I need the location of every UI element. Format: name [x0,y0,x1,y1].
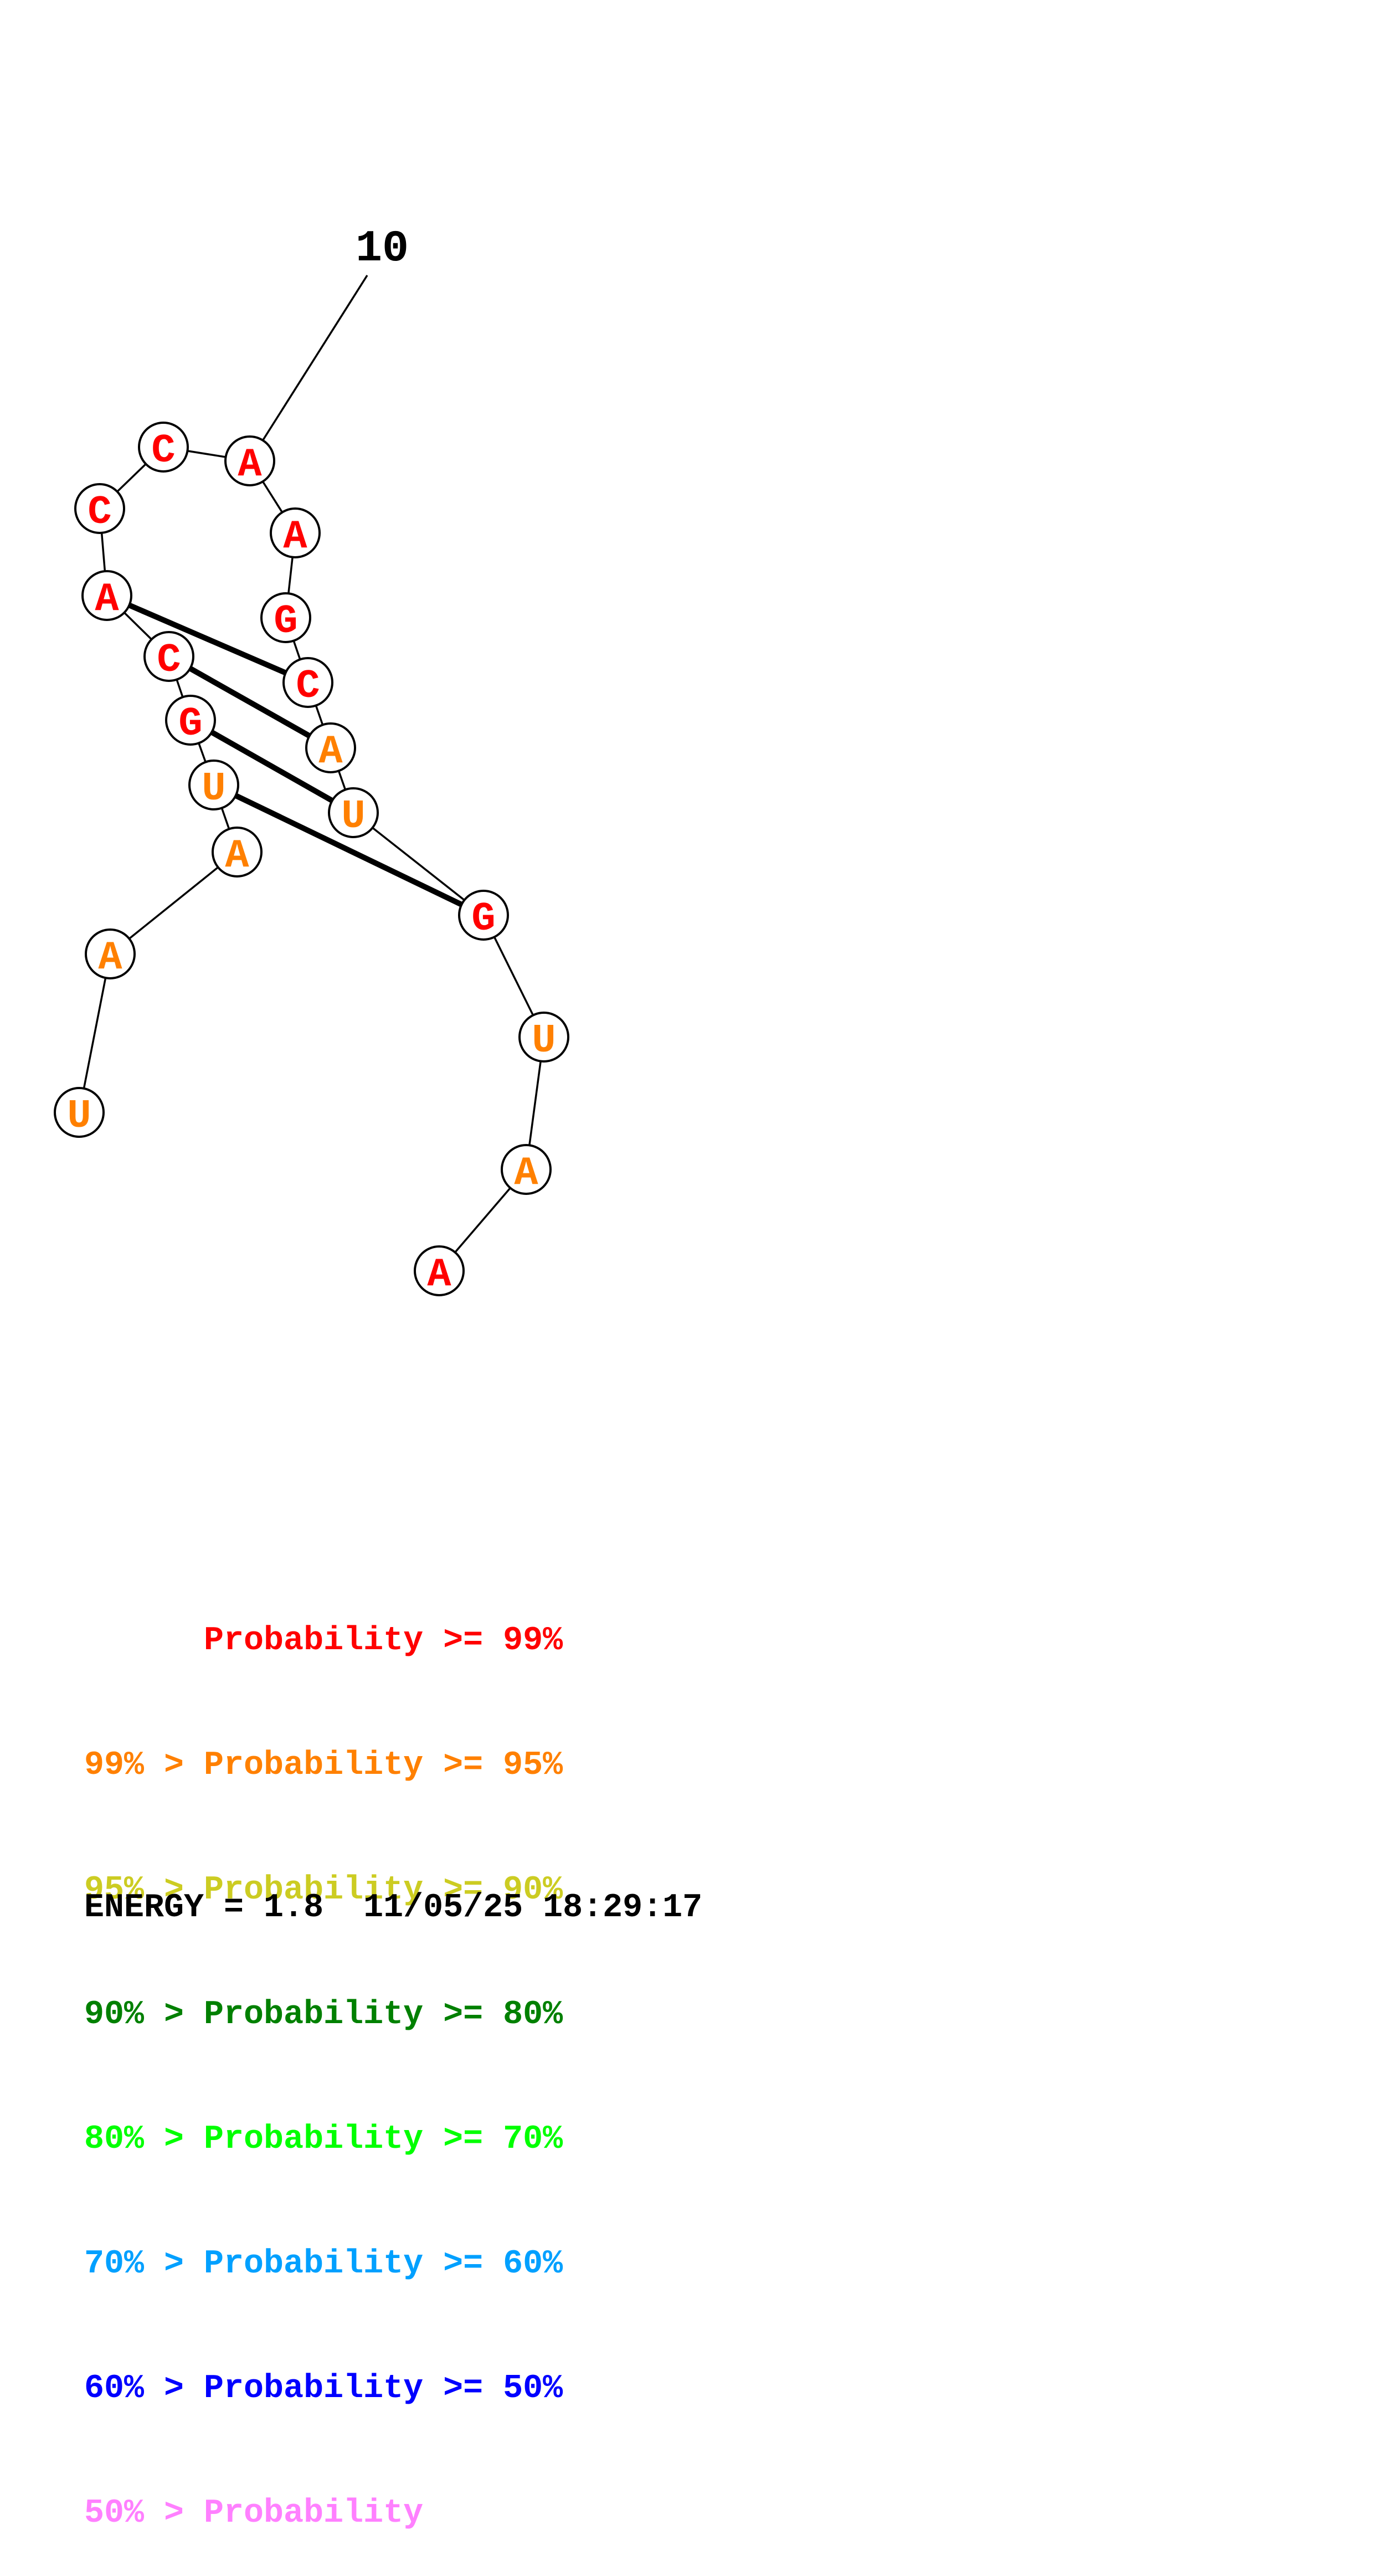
nucleotide-circle [165,695,216,746]
nucleotide-letter: A [98,935,122,981]
nucleotide-19: A [414,1245,465,1297]
nucleotide-2: A [85,928,136,981]
nucleotide-letter: G [178,701,202,747]
legend-line-p50: 60% > Probability >= 50% [84,2370,563,2408]
backbone-link [352,812,485,916]
nucleotide-circle [328,787,379,838]
nucleotide-circle [414,1245,465,1296]
nucleotide-letter: U [532,1018,556,1064]
legend-line-below50: 50% > Probability [84,2495,424,2532]
nucleotide-12: G [260,592,311,644]
legend-line-p99: Probability >= 99% [84,1622,563,1660]
nucleotide-letter: A [514,1151,538,1196]
nucleotide-letter: A [225,833,249,879]
nucleotide-circle [74,483,125,534]
legend-line-p80: 90% > Probability >= 80% [84,1996,563,2034]
nucleotide-circle [224,435,275,486]
nucleotide-18: A [501,1144,552,1196]
nucleotide-6: C [143,631,194,683]
nucleotide-16: G [458,890,509,942]
nucleotide-circle [458,890,509,941]
nucleotide-circle [282,657,333,708]
nucleotide-circle [501,1144,552,1195]
nucleotide-circle [81,570,132,621]
nucleotide-15: U [328,787,379,839]
legend-line-p90: 95% > Probability >= 90% [84,1871,563,1909]
backbone-link [78,953,111,1113]
nucleotide-circle [518,1012,569,1063]
position-tick-layer: 10 [249,224,409,461]
nucleotide-1: U [54,1087,105,1139]
nucleotide-4: U [188,760,239,812]
legend-line-p70: 80% > Probability >= 70% [84,2121,563,2158]
nucleotide-letter: A [318,729,343,774]
base-pair-bond [188,666,311,738]
nucleotide-circle [143,631,194,682]
nucleotide-circle [212,827,263,878]
nucleotide-5: G [165,695,216,747]
nucleotide-letter: A [238,442,262,488]
nucleotide-circle [85,928,136,979]
nucleotide-letter: A [95,577,119,622]
nucleotide-letter: C [296,664,320,709]
legend-line-p60: 70% > Probability >= 60% [84,2245,563,2283]
nucleotide-3: A [212,827,263,879]
nucleotide-circle [305,722,356,773]
nucleotide-letter: G [471,896,495,942]
nucleotide-letter: C [157,638,181,683]
nucleotide-14: A [305,722,356,774]
nucleotide-circle [270,507,321,558]
nucleotide-letter: C [88,490,111,535]
nucleotide-10: A [224,435,275,488]
nucleotide-8: C [74,483,125,535]
nucleotide-letter: U [202,766,225,812]
nucleotide-circle [188,760,239,810]
nucleotide-letter: A [427,1252,451,1297]
nucleotide-circle [260,592,311,643]
nucleotide-circle [138,422,189,473]
nucleotide-letter: U [341,794,365,839]
energy-timestamp-footer: ENERGY = 1.8 11/05/25 18:29:17 [84,1889,703,1927]
nucleotide-9: C [138,422,189,474]
position-10-label: 10 [356,224,409,274]
backbone-layer [78,446,545,1272]
nucleotide-letter: U [67,1094,91,1139]
nucleotide-letter: A [283,514,307,560]
nucleotide-17: U [518,1012,569,1064]
nucleotide-13: C [282,657,333,709]
nucleotide-letter: C [151,428,175,474]
base-pair-bond [234,793,463,907]
nucleotide-7: A [81,570,132,622]
position-10-tick-line [249,275,368,461]
nucleotide-letter: G [274,599,297,644]
backbone-link [109,851,238,955]
base-pair-bond [210,730,334,803]
probability-legend: Probability >= 99% 99% > Probability >= … [84,1537,804,2576]
legend-line-p95: 99% > Probability >= 95% [84,1747,563,1784]
base-pair-bond [128,602,287,676]
nucleotide-circle [54,1087,105,1138]
base-pair-layer [128,602,463,907]
nucleotide-11: A [270,507,321,560]
